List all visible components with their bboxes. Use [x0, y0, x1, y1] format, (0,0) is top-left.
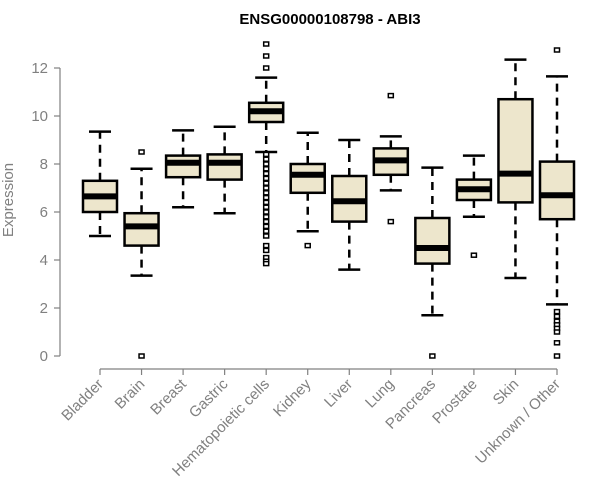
x-tick-label: Brain [112, 376, 149, 413]
y-axis: 0 2 4 6 8 10 12 [31, 60, 61, 365]
chart-title: ENSG00000108798 - ABI3 [239, 11, 420, 28]
outlier-point [262, 260, 270, 267]
outlier-point [470, 252, 478, 258]
y-axis-label: Expression [0, 163, 17, 237]
outlier-point [262, 53, 270, 59]
x-tick-label: Kidney [270, 375, 315, 420]
outlier-point [429, 353, 436, 359]
outlier-point [262, 166, 270, 172]
outlier-point [262, 180, 270, 186]
box-skin [497, 58, 534, 280]
outlier-point [138, 149, 145, 155]
x-tick-label: Lung [362, 376, 398, 412]
outlier-point [553, 329, 561, 335]
box-iqr [497, 97, 534, 204]
box-hematopoietic-cells [247, 41, 285, 267]
outlier-point [262, 204, 270, 210]
outlier-point [138, 353, 145, 359]
outlier-point [262, 65, 270, 71]
box-brain [123, 149, 160, 359]
box-bladder [81, 130, 119, 238]
box-iqr [206, 153, 243, 181]
outlier-point [387, 92, 395, 99]
outlier-point [553, 340, 561, 346]
box-unknown-other [538, 47, 576, 359]
y-tick-label: 0 [40, 348, 48, 365]
outlier-point [262, 190, 270, 196]
outlier-point [262, 156, 270, 162]
outlier-point [387, 218, 395, 225]
outlier-point [262, 194, 270, 201]
box-lung [372, 92, 410, 225]
outlier-point [262, 214, 270, 220]
outlier-point [553, 313, 561, 320]
x-tick-label: Breast [147, 375, 190, 418]
box-kidney [289, 131, 326, 249]
boxes [81, 41, 576, 359]
x-tick-label: Bladder [58, 376, 107, 425]
y-tick-label: 8 [40, 156, 48, 173]
box-iqr [414, 216, 451, 265]
box-gastric [206, 125, 243, 215]
y-tick-label: 6 [40, 204, 48, 221]
box-iqr [289, 162, 326, 195]
box-iqr [538, 160, 576, 221]
outlier-point [553, 353, 561, 359]
outlier-point [262, 41, 270, 47]
outlier-point [262, 185, 270, 191]
outlier-point [262, 170, 270, 177]
box-prostate [455, 154, 493, 258]
outlier-point [262, 199, 270, 206]
outlier-point [553, 308, 561, 315]
box-pancreas [414, 166, 451, 359]
outlier-point [262, 218, 270, 225]
outlier-point [304, 242, 311, 249]
x-tick-label: Skin [490, 376, 523, 409]
x-tick-label: Prostate [429, 376, 481, 428]
outlier-point [553, 47, 561, 53]
y-tick-label: 12 [31, 60, 48, 77]
y-tick-label: 10 [31, 108, 48, 125]
outlier-point [262, 209, 270, 215]
outlier-point [262, 228, 270, 234]
box-breast [164, 129, 202, 209]
x-tick-label: Liver [321, 376, 356, 411]
outlier-point [262, 247, 270, 254]
box-liver [331, 138, 368, 271]
box-iqr [164, 154, 202, 179]
outlier-point [262, 233, 270, 239]
y-tick-label: 4 [40, 252, 48, 269]
y-tick-label: 2 [40, 300, 48, 317]
outlier-point [262, 175, 270, 182]
outlier-point [262, 151, 270, 158]
outlier-point [262, 242, 270, 249]
outlier-point [262, 161, 270, 167]
outlier-point [262, 223, 270, 230]
